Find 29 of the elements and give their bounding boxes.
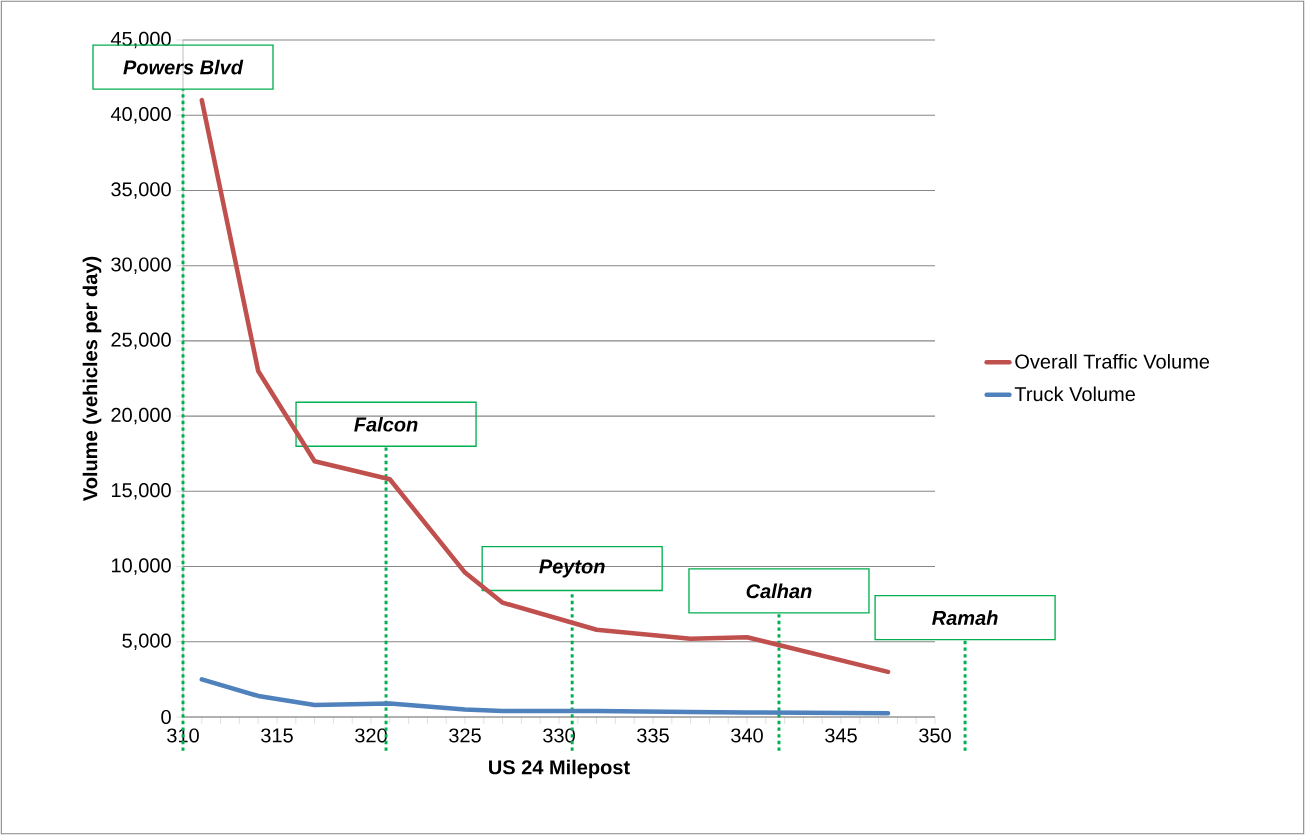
- x-tick-label: 350: [919, 728, 951, 743]
- y-tick-label: 0: [161, 709, 171, 725]
- x-tick-label: 330: [543, 728, 575, 743]
- y-tick-label: 5,000: [122, 633, 171, 651]
- y-tick-label: 45,000: [110, 31, 171, 49]
- x-tick-label: 320: [355, 728, 387, 743]
- y-tick-label: 20,000: [111, 407, 171, 425]
- x-tick-label: 345: [825, 728, 857, 743]
- y-tick-label: 40,000: [110, 106, 171, 124]
- y-tick-label: 35,000: [111, 182, 171, 199]
- ref-line-label: Ramah: [932, 610, 998, 626]
- ref-line-label: Falcon: [354, 416, 418, 432]
- x-tick-label: 335: [637, 728, 669, 743]
- ref-line-label: Powers Blvd: [123, 59, 244, 75]
- line-series: [199, 677, 891, 716]
- x-tick-label: 340: [731, 728, 763, 743]
- legend-label: Overall Traffic Volume: [1015, 354, 1210, 369]
- y-axis-title: Volume (vehicles per day): [82, 256, 102, 501]
- line-series: [199, 97, 891, 675]
- ref-line-label: Peyton: [539, 559, 605, 578]
- y-tick-label: 25,000: [111, 332, 171, 350]
- x-axis-title: US 24 Milepost: [489, 759, 630, 779]
- y-tick-label: 15,000: [111, 483, 171, 500]
- ref-line-label: Calhan: [746, 583, 812, 599]
- y-tick-label: 30,000: [111, 257, 171, 274]
- legend-label: Truck Volume: [1014, 386, 1135, 402]
- y-tick-label: 10,000: [111, 558, 171, 575]
- x-tick-label: 315: [261, 728, 293, 743]
- x-tick-label: 325: [449, 728, 481, 743]
